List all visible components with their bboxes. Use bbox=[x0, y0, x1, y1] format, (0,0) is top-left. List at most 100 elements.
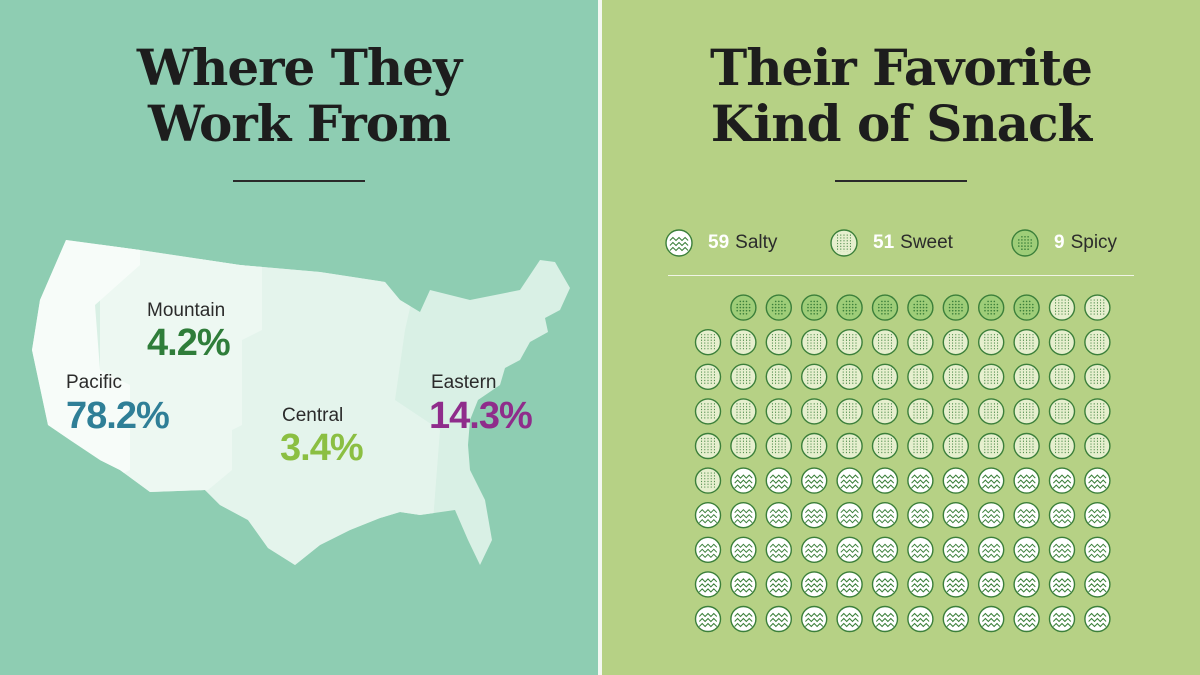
snack-unit-salty bbox=[1013, 536, 1040, 563]
snack-unit-sweet bbox=[871, 363, 899, 390]
dots-pattern-icon bbox=[1011, 229, 1039, 257]
snack-unit-salty bbox=[1048, 502, 1076, 529]
snack-unit-sweet bbox=[1048, 363, 1076, 390]
snack-unit-spicy bbox=[942, 294, 969, 321]
legend-item-spicy: 9 Spicy bbox=[1010, 228, 1117, 258]
snack-unit-sweet bbox=[800, 329, 828, 356]
snack-unit-sweet bbox=[978, 329, 1005, 356]
mountain-zone-value: 4.2% bbox=[147, 322, 231, 364]
snack-unit-sweet bbox=[907, 432, 934, 460]
snack-unit-sweet bbox=[907, 329, 934, 356]
pacific-zone-value: 78.2% bbox=[66, 395, 170, 437]
snack-unit-sweet bbox=[1048, 432, 1076, 460]
snack-unit-salty bbox=[800, 502, 828, 529]
snack-unit-sweet bbox=[871, 432, 899, 460]
snack-unit-salty bbox=[800, 536, 828, 563]
snack-unit-sweet bbox=[765, 329, 793, 356]
snack-unit-spicy bbox=[765, 294, 793, 321]
title-line-1: Their Favorite bbox=[710, 38, 1093, 97]
snack-unit-salty bbox=[836, 467, 863, 494]
zigzag-pattern-icon bbox=[665, 229, 693, 257]
snack-unit-sweet bbox=[836, 329, 863, 356]
snack-unit-salty bbox=[942, 571, 969, 598]
legend-label: Sweet bbox=[900, 232, 953, 253]
snack-unit-sweet bbox=[765, 363, 793, 390]
snack-unit-sweet bbox=[694, 363, 722, 390]
title-line-2: Work From bbox=[147, 94, 451, 153]
snack-legend: 59 Salty 51 Sweet 9 Spicy bbox=[602, 228, 1200, 258]
snack-unit-salty bbox=[800, 467, 828, 494]
snack-unit-salty bbox=[694, 571, 722, 598]
snack-unit-sweet bbox=[765, 398, 793, 425]
snack-unit-salty bbox=[694, 536, 722, 563]
snack-unit-sweet bbox=[1013, 363, 1040, 390]
snack-unit-sweet bbox=[836, 398, 863, 425]
snack-unit-salty bbox=[1013, 467, 1040, 494]
legend-divider bbox=[668, 275, 1134, 276]
snack-unit-salty bbox=[836, 502, 863, 529]
snack-unit-sweet bbox=[694, 329, 722, 356]
snack-unit-salty bbox=[907, 571, 934, 598]
snack-unit-spicy bbox=[978, 294, 1005, 321]
snack-unit-salty bbox=[800, 605, 828, 633]
snack-unit-salty bbox=[1048, 536, 1076, 563]
snack-unit-salty bbox=[871, 571, 899, 598]
snack-unit-salty bbox=[694, 502, 722, 529]
snack-unit-sweet bbox=[978, 432, 1005, 460]
snack-unit-sweet bbox=[1084, 329, 1111, 356]
legend-label: Spicy bbox=[1070, 232, 1118, 253]
eastern-zone-value: 14.3% bbox=[429, 395, 533, 437]
legend-count: 9 bbox=[1054, 232, 1065, 253]
snack-unit-sweet bbox=[1013, 398, 1040, 425]
snack-unit-salty bbox=[978, 605, 1005, 633]
snack-unit-salty bbox=[1013, 571, 1040, 598]
snack-unit-salty bbox=[1048, 467, 1076, 494]
snack-unit-salty bbox=[694, 605, 722, 633]
snack-unit-salty bbox=[978, 467, 1005, 494]
snack-unit-sweet bbox=[730, 432, 757, 460]
legend-item-sweet: 51 Sweet bbox=[829, 228, 953, 258]
snack-unit-sweet bbox=[800, 398, 828, 425]
snack-unit-salty bbox=[1084, 502, 1111, 529]
snack-unit-sweet bbox=[1084, 398, 1111, 425]
snack-unit-spicy bbox=[1013, 294, 1040, 321]
snack-unit-sweet bbox=[1048, 329, 1076, 356]
snack-unit-sweet bbox=[1013, 329, 1040, 356]
legend-count: 51 bbox=[873, 232, 895, 253]
panel-divider bbox=[598, 0, 602, 675]
snack-unit-salty bbox=[765, 467, 793, 494]
snack-unit-salty bbox=[836, 571, 863, 598]
snack-unit-salty bbox=[978, 502, 1005, 529]
snack-unit-sweet bbox=[730, 329, 757, 356]
title-underline bbox=[835, 180, 967, 182]
snack-unit-sweet bbox=[694, 467, 722, 494]
snack-unit-sweet bbox=[1084, 432, 1111, 460]
snack-unit-sweet bbox=[907, 363, 934, 390]
snack-unit-sweet bbox=[730, 398, 757, 425]
us-timezone-map bbox=[32, 240, 570, 565]
snack-unit-sweet bbox=[765, 432, 793, 460]
snack-unit-sweet bbox=[694, 432, 722, 460]
snack-unit-salty bbox=[907, 536, 934, 563]
snack-unit-sweet bbox=[1048, 398, 1076, 425]
snack-unit-sweet bbox=[942, 329, 969, 356]
snack-unit-sweet bbox=[1013, 432, 1040, 460]
snack-unit-salty bbox=[1048, 571, 1076, 598]
mountain-zone-label: Mountain bbox=[147, 300, 226, 321]
title-line-2: Kind of Snack bbox=[710, 94, 1092, 153]
snack-unit-salty bbox=[765, 605, 793, 633]
snack-unit-salty bbox=[765, 502, 793, 529]
legend-label: Salty bbox=[735, 232, 778, 253]
pacific-zone-label: Pacific bbox=[66, 372, 122, 393]
snack-unit-salty bbox=[730, 536, 757, 563]
legend-item-salty: 59 Salty bbox=[664, 228, 777, 258]
work-location-title: Where They Work From bbox=[0, 40, 598, 152]
snack-unit-salty bbox=[942, 605, 969, 633]
snack-unit-salty bbox=[907, 502, 934, 529]
snack-unit-salty bbox=[871, 467, 899, 494]
title-underline bbox=[233, 180, 365, 182]
snack-unit-spicy bbox=[836, 294, 863, 321]
snack-unit-salty bbox=[871, 605, 899, 633]
snack-unit-salty bbox=[1084, 571, 1111, 598]
snack-unit-salty bbox=[730, 467, 757, 494]
